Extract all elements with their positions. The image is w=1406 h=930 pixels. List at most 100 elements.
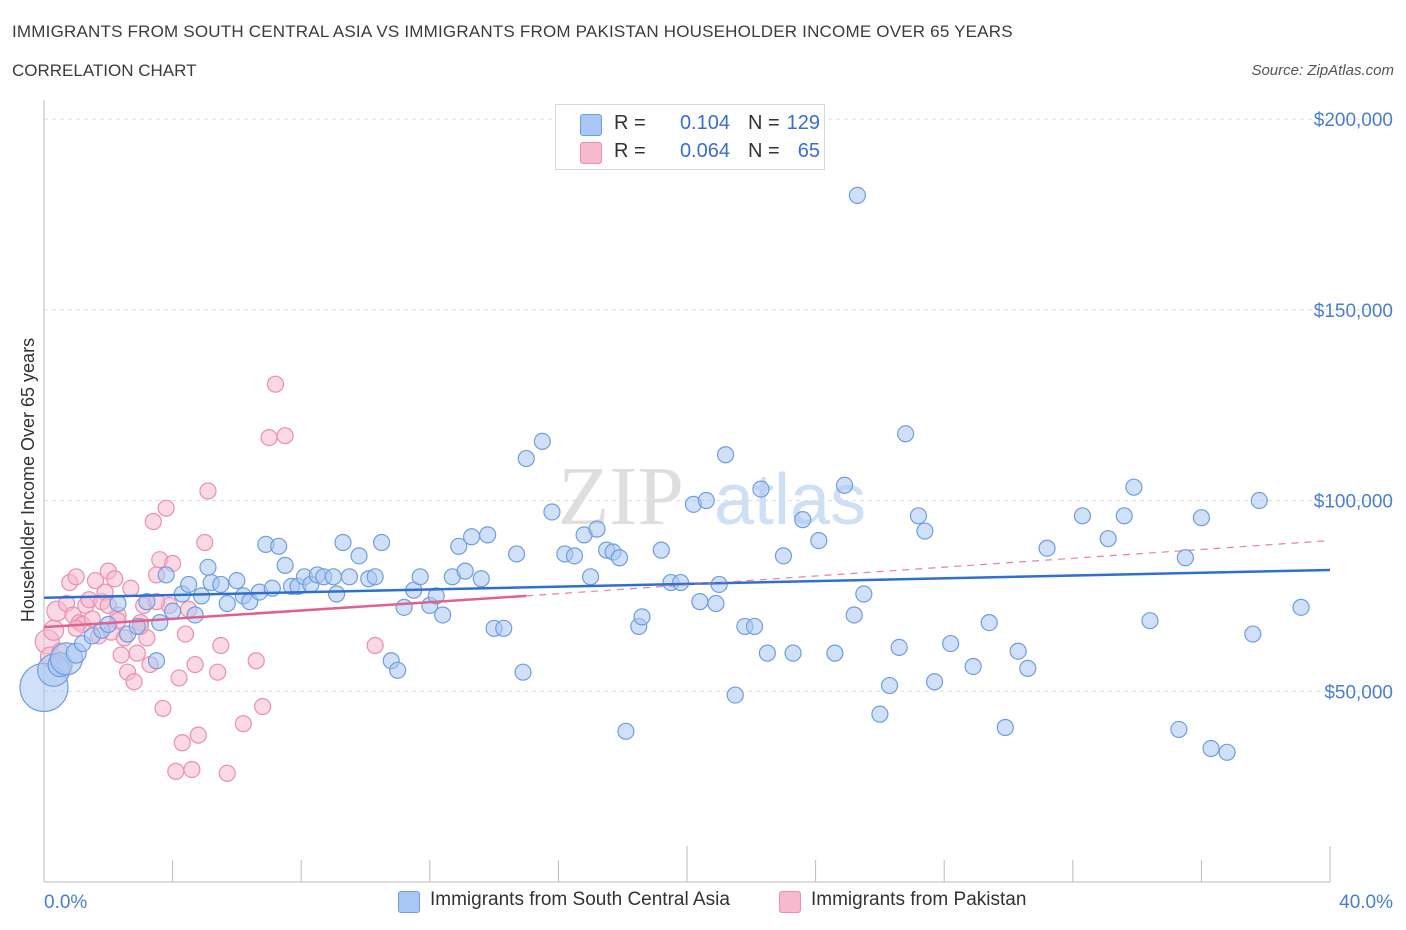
pakistan-point [86,572,105,590]
south-central-asia-point [909,507,928,525]
legend-label: Immigrants from South Central Asia [430,889,730,910]
south-central-asia-point [495,619,513,637]
pakistan-point [254,697,272,716]
pakistan-point [260,428,278,447]
pakistan-point [199,482,217,500]
south-central-asia-point [389,661,407,679]
south-central-asia-point [691,593,709,611]
south-central-asia-point [980,614,998,632]
south-central-asia-point [450,537,468,555]
south-central-asia-point [1218,743,1236,761]
legend-n-label: N = [748,140,780,162]
south-central-asia-point [228,572,246,590]
pakistan-point [67,619,85,637]
south-central-asia-point [1250,491,1268,510]
pakistan-point [209,663,227,681]
pakistan-point [176,625,195,643]
south-central-asia-point [774,547,793,565]
south-central-asia-point [517,449,535,468]
south-central-asia-point [1176,549,1194,567]
south-central-asia-point [212,575,230,594]
south-central-asia-point [157,566,175,584]
south-central-asia-point [324,568,342,586]
y-axis-label: Householder Income Over 65 years [18,338,38,622]
south-central-asia-point [925,673,944,691]
watermark-atlas: atlas [714,460,866,540]
pakistan-point [218,764,236,782]
south-central-asia-point [633,608,651,626]
south-central-asia-point [109,594,127,613]
south-central-asia-point [147,652,166,670]
south-central-asia-point [848,186,866,204]
pakistan-point [366,636,384,655]
y-tick-label: $150,000 [1314,301,1393,322]
south-central-asia-point [996,718,1014,737]
south-central-asia-point [835,476,854,494]
trend-lines [43,539,1331,629]
y-tick-label: $50,000 [1324,682,1393,703]
legend-n-label: N = [748,112,780,134]
legend-r-label: R = [614,112,646,134]
south-central-asia-point [871,705,889,723]
pakistan-point [154,699,172,718]
south-central-asia-point [276,556,294,574]
south-central-asia-point [327,585,346,603]
south-central-asia-point [427,587,445,605]
south-central-asia-point [652,541,670,559]
legend-swatch-pink [779,891,801,913]
south-central-asia-point [340,568,359,586]
south-central-asia-point [726,686,744,704]
south-central-asia-point [350,547,368,565]
legend-swatch-pink [580,142,602,164]
pakistan-point [196,533,214,552]
pakistan-point [276,427,294,445]
south-central-asia-point [218,594,236,613]
south-central-asia-point [192,587,211,605]
south-central-asia-point [514,663,532,681]
south-central-asia-point [565,547,584,565]
pakistan-point [173,734,191,752]
south-central-asia-point [1009,642,1027,660]
x-tick-labels: 0.0% 40.0% [44,892,1393,913]
watermark: ZIP atlas [558,450,866,543]
legend-swatch-blue [580,114,602,136]
y-tick-label: $200,000 [1314,110,1393,131]
pakistan-trend-line [43,594,527,629]
pakistan-point [157,499,175,517]
south-central-asia-point [462,528,481,546]
stats-legend: R = 0.104 N = 129 R = 0.064 N = 65 [555,104,825,170]
legend-label: Immigrants from Pakistan [811,889,1027,910]
pakistan-point [170,669,188,687]
south-central-asia-point [372,533,391,552]
pakistan-point [122,579,140,597]
south-central-asia-point [916,522,934,540]
south-central-asia-point [890,638,908,657]
south-central-asia-point [270,537,288,555]
pakistan-point [112,646,130,664]
legend-n-value: 129 [786,112,820,134]
south-central-asia-point [716,446,735,464]
south-central-asia-point [752,480,770,498]
south-central-asia-point [180,575,198,594]
pakistan-point [67,568,85,586]
source-label: Source: ZipAtlas.com [1251,62,1394,79]
south-central-asia-point [810,531,828,550]
south-central-asia-point [1292,598,1310,616]
south-central-asia-point [472,570,490,588]
south-central-asia-point [411,568,429,586]
south-central-asia-point [845,606,863,624]
south-central-asia-point [151,614,169,632]
axes [43,100,1331,883]
south-central-asia-point [1244,625,1262,643]
pakistan-trend-extension [526,539,1331,597]
south-central-asia-point [434,606,452,624]
south-central-asia-point [581,568,600,586]
south-central-asia-point [533,432,551,451]
chart-title: IMMIGRANTS FROM SOUTH CENTRAL ASIA VS IM… [12,22,1013,41]
south-central-asia-point [1038,539,1056,557]
series-legend: Immigrants from South Central Asia Immig… [0,888,1406,918]
south-central-asia-point [456,562,474,580]
pakistan-point [106,570,124,588]
south-central-asia-point [186,606,204,624]
pakistan-point [186,655,204,674]
